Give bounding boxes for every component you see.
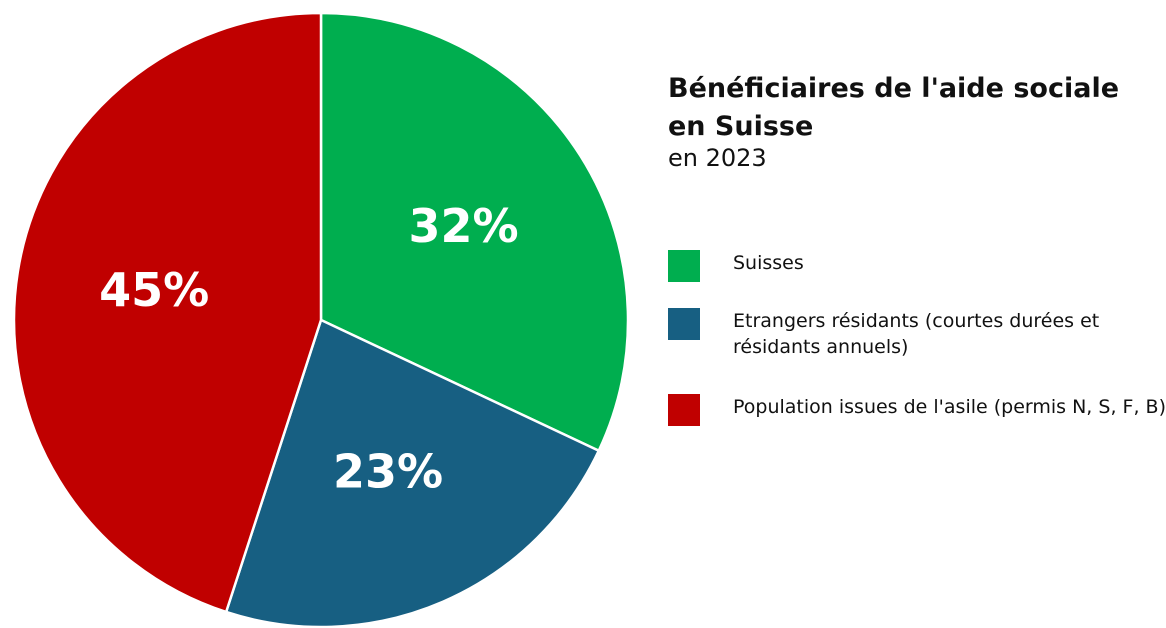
chart-title: Bénéficiaires de l'aide sociale en Suiss…	[668, 73, 1120, 142]
value-label: 45%	[99, 263, 209, 317]
pie-slice	[319, 11, 630, 453]
legend-entry: Etrangers résidants (courtes durées et r…	[668, 308, 1166, 360]
legend-swatch	[668, 308, 700, 340]
pie-slice	[12, 11, 323, 614]
pie: 32% 23% 45%	[12, 11, 630, 628]
legend-swatch	[668, 394, 700, 426]
value-label: 32%	[409, 199, 519, 253]
legend-label: Suisses	[733, 252, 804, 274]
pie-slice	[224, 318, 601, 628]
value-label: 23%	[333, 444, 443, 498]
legend-label: Population issues de l'asile (permis N, …	[733, 396, 1166, 418]
legend-swatch	[668, 250, 700, 282]
legend-entry: Population issues de l'asile (permis N, …	[668, 394, 1166, 426]
legend-entry: Suisses	[668, 250, 1166, 282]
legend-label: Etrangers résidants (courtes durées et r…	[733, 310, 1100, 358]
chart-subtitle: en 2023	[668, 144, 767, 172]
